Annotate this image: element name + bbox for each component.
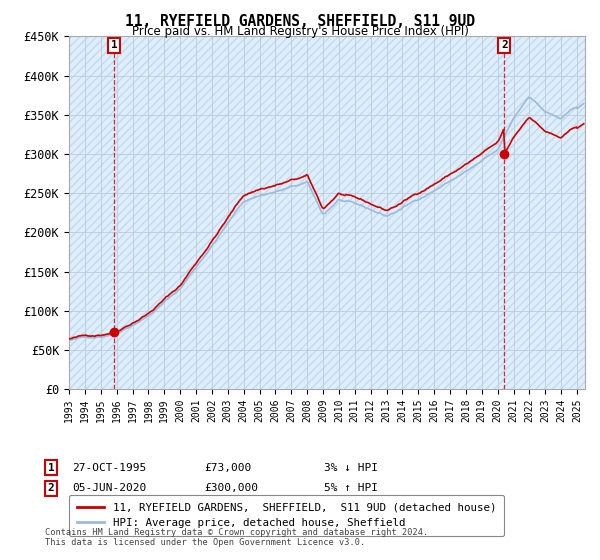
Text: 27-OCT-1995: 27-OCT-1995 (72, 463, 146, 473)
Legend: 11, RYEFIELD GARDENS,  SHEFFIELD,  S11 9UD (detached house), HPI: Average price,: 11, RYEFIELD GARDENS, SHEFFIELD, S11 9UD… (69, 495, 503, 536)
Text: 1: 1 (110, 40, 118, 50)
Text: 2: 2 (47, 483, 55, 493)
Text: £300,000: £300,000 (204, 483, 258, 493)
Text: 5% ↑ HPI: 5% ↑ HPI (324, 483, 378, 493)
Text: 3% ↓ HPI: 3% ↓ HPI (324, 463, 378, 473)
Text: Price paid vs. HM Land Registry's House Price Index (HPI): Price paid vs. HM Land Registry's House … (131, 25, 469, 38)
Text: Contains HM Land Registry data © Crown copyright and database right 2024.
This d: Contains HM Land Registry data © Crown c… (45, 528, 428, 547)
Text: 05-JUN-2020: 05-JUN-2020 (72, 483, 146, 493)
Text: 1: 1 (47, 463, 55, 473)
Text: £73,000: £73,000 (204, 463, 251, 473)
Text: 2: 2 (501, 40, 508, 50)
Text: 11, RYEFIELD GARDENS, SHEFFIELD, S11 9UD: 11, RYEFIELD GARDENS, SHEFFIELD, S11 9UD (125, 14, 475, 29)
